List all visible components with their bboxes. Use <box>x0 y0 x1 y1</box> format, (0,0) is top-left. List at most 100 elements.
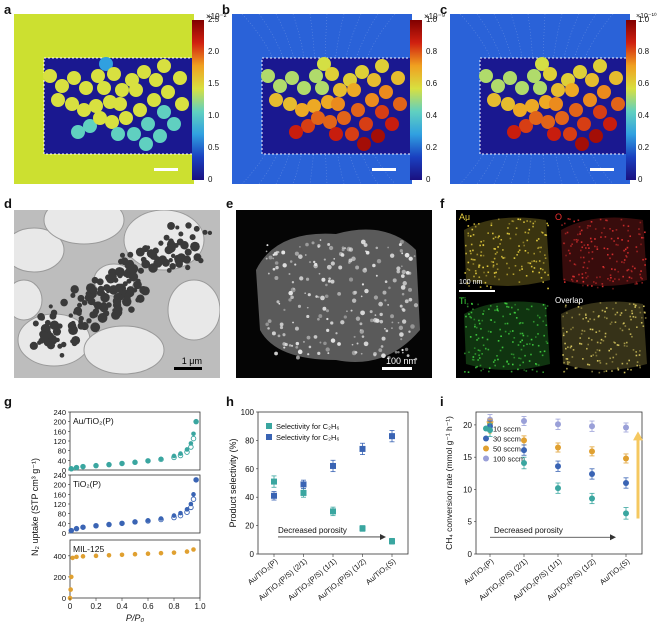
colorbar-tick-label: 0.2 <box>426 143 438 152</box>
chart-g-ytick-label: 200 <box>53 481 66 490</box>
panel-label-a: a <box>4 2 12 17</box>
colorbar-c-exponent: ×10⁻¹⁰ <box>636 13 657 20</box>
chart-g-ytick-label: 200 <box>53 418 66 427</box>
colorbar-tick-label: 0 <box>638 175 643 184</box>
chart-g-ytick-label: 120 <box>53 437 66 446</box>
chart-g-adsorption-point <box>70 555 75 561</box>
colorbar-a: ×10⁻² 2.5 2.0 1.5 1.0 0.5 0 <box>192 12 252 190</box>
chart-g-adsorption-point <box>191 492 196 497</box>
chart-i-ytick-label: 10 <box>463 485 472 494</box>
chart-g-adsorption-point <box>184 549 190 554</box>
panel-label-g: g <box>4 394 12 409</box>
chart-g-adsorption-point <box>119 521 125 526</box>
chart-g-adsorption-point <box>69 466 74 472</box>
chart-g-adsorption-point <box>93 523 99 529</box>
chart-g-adsorption-point <box>106 552 112 558</box>
chart-g-adsorption-point <box>193 477 199 483</box>
chart-g-adsorption-point <box>145 551 151 557</box>
chart-h-annotation: Decreased porosity <box>278 526 347 535</box>
chart-g-ytick-label: 240 <box>53 408 66 417</box>
colorbar-tick-label: 0.6 <box>638 79 650 88</box>
chart-h-ytick-label: 100 <box>241 408 255 417</box>
haadf-image-e: 100 nm <box>236 210 432 378</box>
chart-h-point <box>271 492 277 499</box>
chart-i-axes-frame <box>475 411 643 555</box>
panel-label-i: i <box>440 394 444 409</box>
chart-g-ytick-label: 40 <box>58 519 66 528</box>
chart-g-xtick-label: 0.6 <box>142 602 154 611</box>
colorbar-a-ticks: 2.5 2.0 1.5 1.0 0.5 0 <box>208 15 238 184</box>
chart-g-adsorption-point <box>119 552 125 558</box>
colorbar-c: ×10⁻¹⁰ 1.0 0.8 0.6 0.4 0.2 0 <box>626 13 658 190</box>
chart-g-ytick-label: 120 <box>53 500 66 509</box>
chart-h-ylabel: Product selectivity (%) <box>228 438 238 527</box>
colorbar-tick-label: 0 <box>208 175 213 184</box>
chart-h-point <box>330 462 336 469</box>
chart-g-desorption-point <box>106 461 112 468</box>
chart-g-adsorption-point <box>93 463 99 468</box>
chart-g-desorption-point <box>188 444 194 450</box>
chart-h-annotation-arrowhead <box>380 533 386 540</box>
panel-label-f: f <box>440 196 445 211</box>
colorbar-tick-label: 0.8 <box>638 47 650 56</box>
chart-h-ytick-label: 20 <box>245 522 254 531</box>
chart-g-desorption-point <box>145 458 151 464</box>
chart-g-desorption-point <box>171 514 177 521</box>
chart-i-conversion: 0 5 10 15 20 CH₄ conversion rate (mmol g⁻¹ h⁻… <box>444 411 643 602</box>
chart-h-ytick-label: 0 <box>250 550 255 559</box>
chart-g-desorption-point <box>68 527 75 534</box>
chart-i-legend-label: 50 sccm <box>493 444 521 453</box>
chart-i-legend-label: 30 sccm <box>493 434 521 443</box>
chart-h-legend-swatch <box>266 423 272 429</box>
colorbar-tick-label: 0.8 <box>426 47 438 56</box>
chart-h-legend-label: Selectivity for C₂H₆ <box>276 433 339 442</box>
chart-i-legend-swatch <box>483 435 489 442</box>
chart-i-point <box>555 485 561 492</box>
eds-label-o: O <box>555 212 563 222</box>
colorbar-b-ticks: 1.0 0.8 0.6 0.4 0.2 0 <box>426 15 456 184</box>
chart-g-adsorption-point <box>145 458 151 464</box>
chart-g-xlabel: P/P₀ <box>126 613 145 623</box>
colorbar-c-ticks: 1.0 0.8 0.6 0.4 0.2 0 <box>638 15 658 184</box>
chart-g-adsorption-point <box>80 524 86 530</box>
chart-i-annotation: Decreased porosity <box>494 526 563 535</box>
colorbar-b: ×10⁻⁹ 1.0 0.8 0.6 0.4 0.2 0 <box>410 12 470 190</box>
chart-i-legend-swatch <box>483 445 489 452</box>
chart-g-adsorption-point <box>74 554 79 560</box>
chart-g-adsorption-point <box>80 464 86 469</box>
chart-g-adsorption-point <box>93 553 99 559</box>
chart-i-ytick-label: 20 <box>463 421 472 430</box>
chart-g-xtick-label: 1.0 <box>194 602 206 611</box>
chart-i-annotation-arrowhead <box>610 534 616 541</box>
chart-g-adsorption-point <box>80 554 86 559</box>
chart-g-desorption-point <box>80 463 86 470</box>
chart-g-axes-frame <box>69 539 201 599</box>
chart-g-desorption-point <box>132 519 138 525</box>
chart-g-adsorption-point <box>106 462 112 467</box>
chart-h-xtick-label: Au/TiO₂(S) <box>364 556 398 586</box>
chart-g-desorption-point <box>93 462 99 469</box>
chart-g-desorption-point <box>177 512 184 519</box>
chart-h-ytick-label: 40 <box>245 493 254 502</box>
chart-g-ytick-label: 40 <box>58 456 66 465</box>
colorbar-tick-label: 1.0 <box>208 111 220 120</box>
chart-g-ytick-label: 160 <box>53 490 66 499</box>
chart-g-desorption-point <box>119 520 125 527</box>
chart-h-point <box>330 508 336 515</box>
chart-g-desorption-point <box>188 504 194 511</box>
chart-i-point <box>623 424 629 431</box>
chart-i-legend-label: 10 sccm <box>493 424 521 433</box>
chart-i-point <box>521 437 527 444</box>
chart-h-point <box>389 433 395 440</box>
chart-i-xtick-label: Au/TiO₂(S) <box>598 556 632 586</box>
chart-g-ytick-label: 0 <box>62 466 66 475</box>
scale-bar-f: 100 nm <box>459 279 483 286</box>
chart-i-xtick-label: Au/TiO₂(P) <box>462 556 496 586</box>
panel-label-h: h <box>226 394 234 409</box>
colorbar-tick-label: 2.0 <box>208 47 220 56</box>
chart-i-point <box>623 480 629 486</box>
eds-label-au: Au <box>459 212 471 222</box>
chart-g-adsorption-point <box>132 519 138 525</box>
panel-label-b: b <box>222 2 230 17</box>
colorbar-tick-label: 0.2 <box>638 143 650 152</box>
